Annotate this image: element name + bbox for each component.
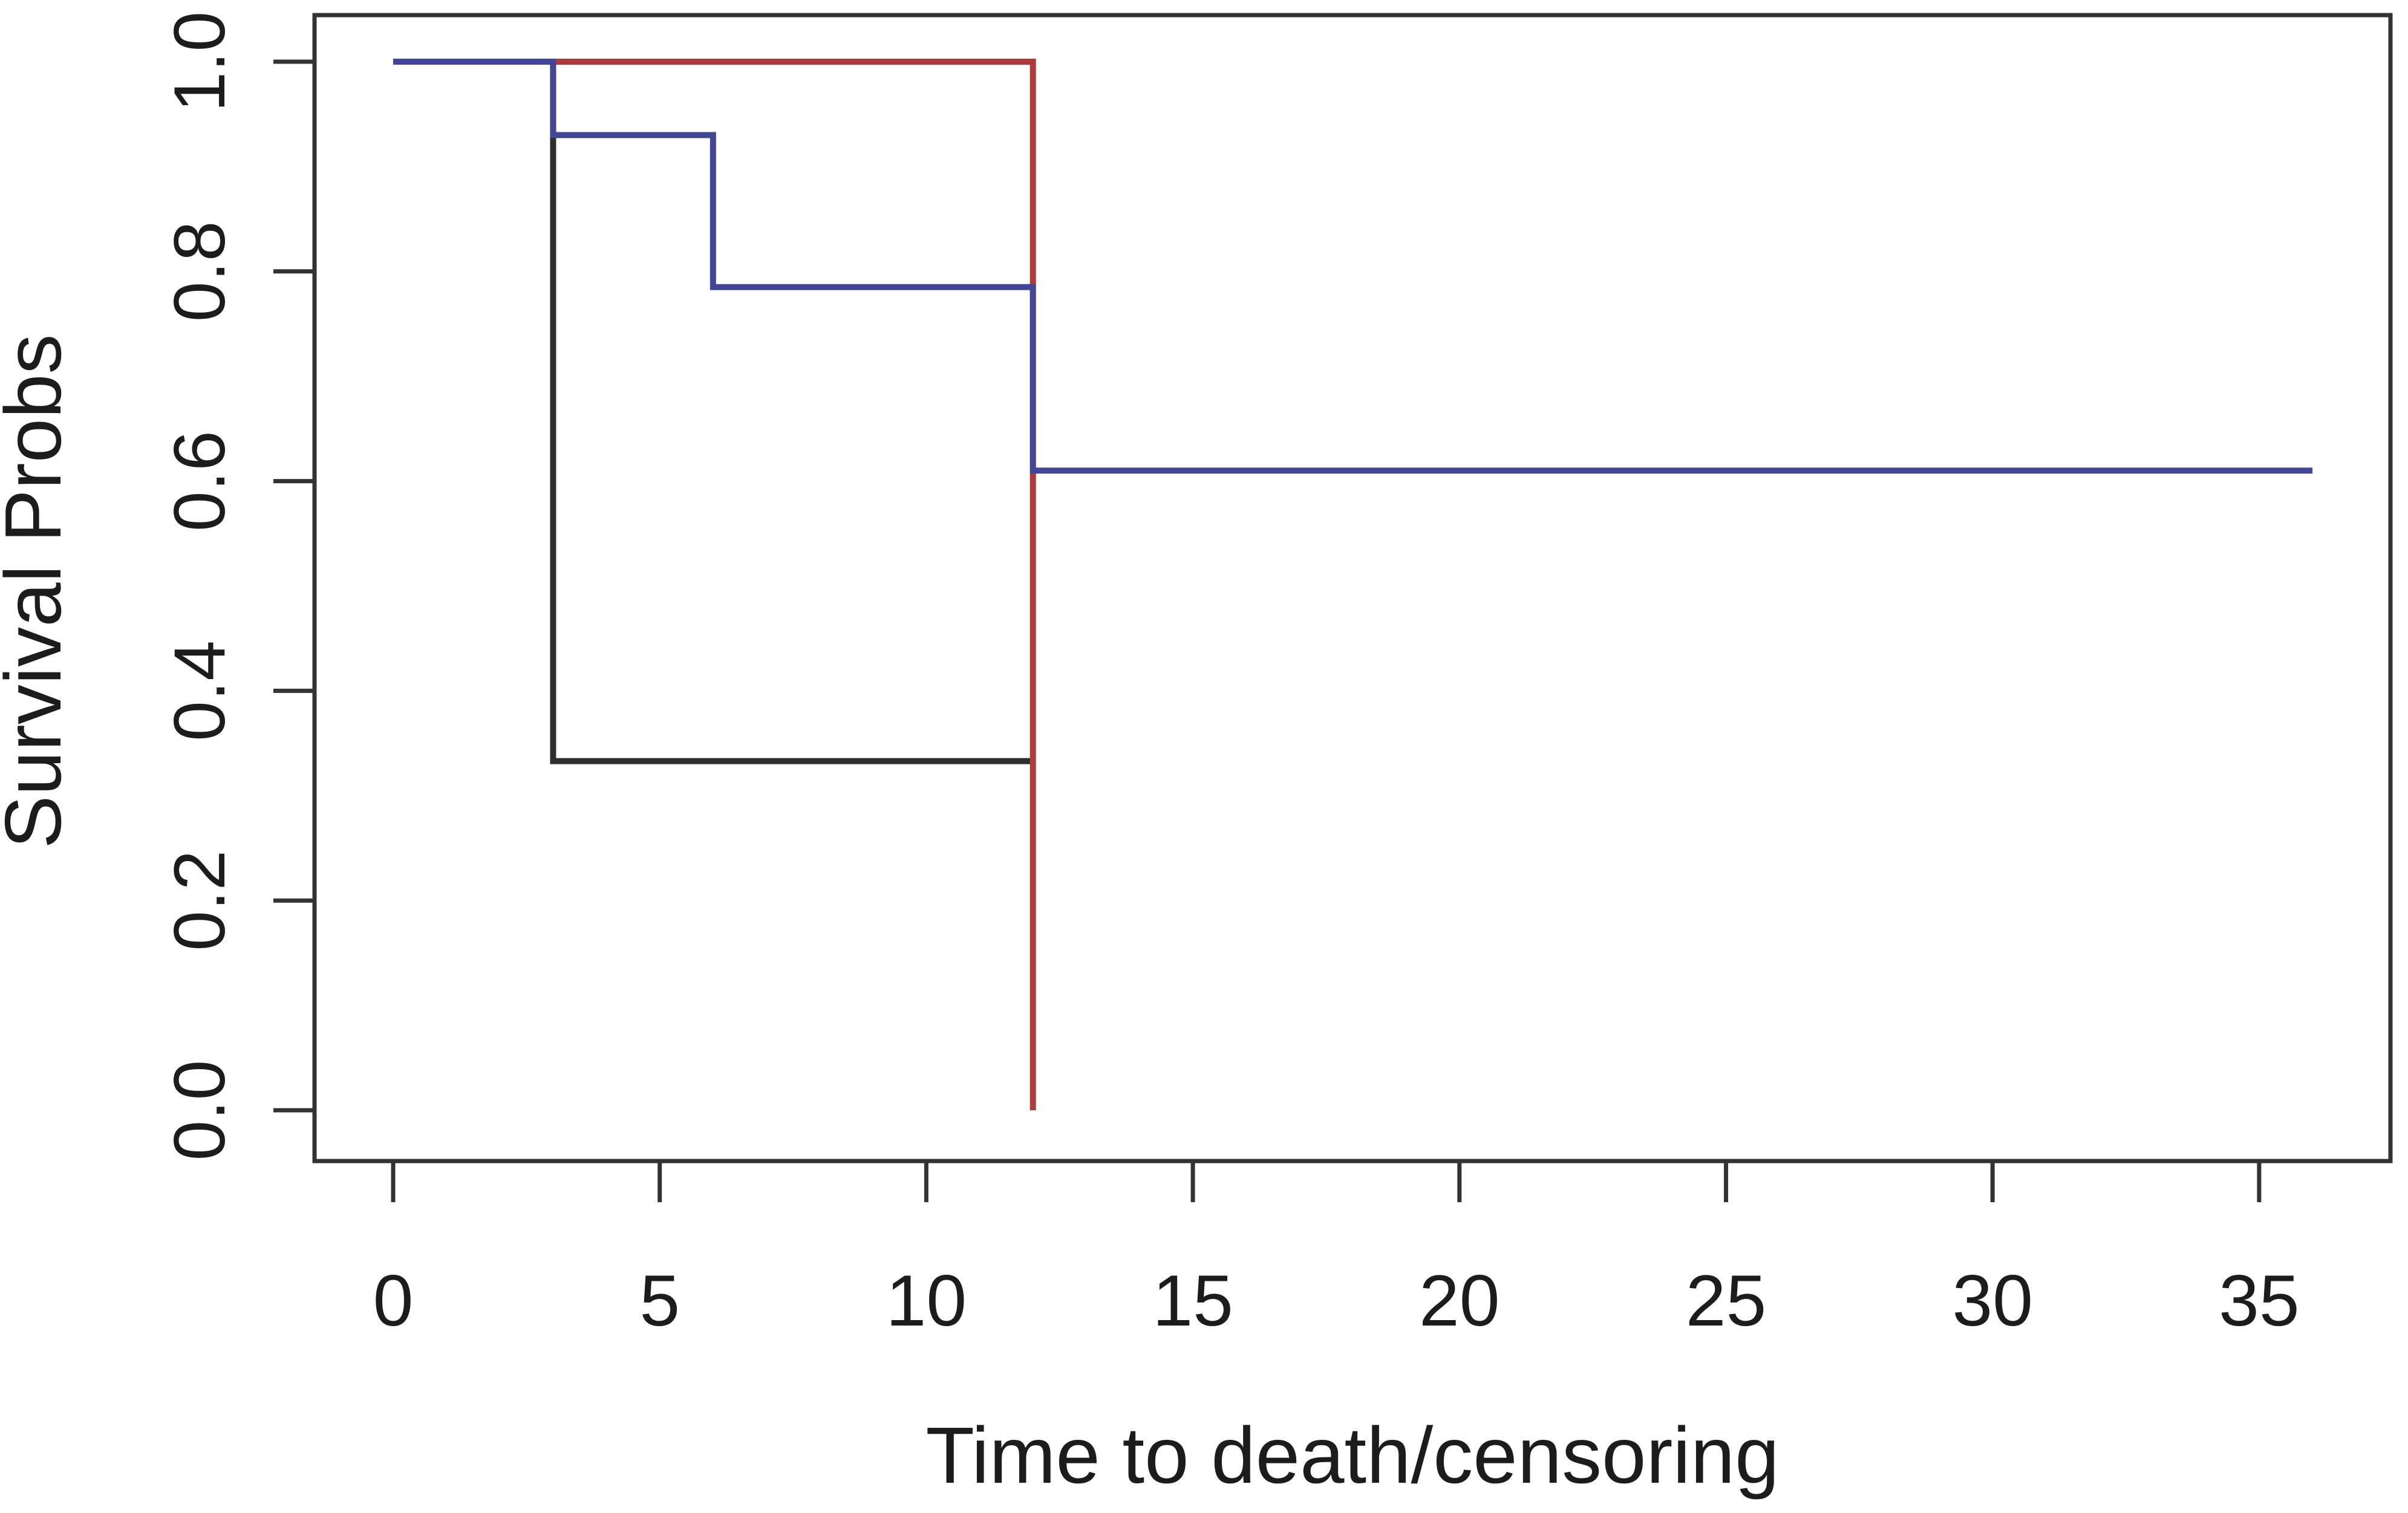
- y-tick-label: 0.2: [159, 850, 240, 951]
- y-tick-label: 0.4: [159, 640, 240, 741]
- plot-frame-box: [312, 13, 2393, 1163]
- x-tick-label: 0: [373, 1260, 414, 1341]
- x-axis-title: Time to death/censoring: [925, 1411, 1779, 1500]
- y-tick-label: 0.8: [159, 221, 240, 322]
- y-tick-label: 0.0: [159, 1060, 240, 1161]
- x-tick-label: 5: [639, 1260, 680, 1341]
- blue-group-curve: [393, 59, 2313, 474]
- x-tick-label: 10: [886, 1260, 967, 1341]
- x-tick-label: 25: [1686, 1260, 1766, 1341]
- x-tick-label: 35: [2219, 1260, 2299, 1341]
- red-group-curve: [393, 59, 1036, 1110]
- x-tick-label: 15: [1152, 1260, 1233, 1341]
- y-axis: 0.0 0.2 0.4 0.6 0.8 1.0: [159, 11, 315, 1161]
- y-tick-label: 0.6: [159, 431, 240, 532]
- x-tick-label: 30: [1952, 1260, 2032, 1341]
- x-axis: 0 5 10 15 20 25 30 35: [373, 1161, 2300, 1341]
- x-tick-label: 20: [1419, 1260, 1499, 1341]
- y-axis-title: Survival Probs: [0, 334, 77, 849]
- y-tick-label: 1.0: [159, 11, 240, 112]
- series-layer: [393, 59, 2313, 1110]
